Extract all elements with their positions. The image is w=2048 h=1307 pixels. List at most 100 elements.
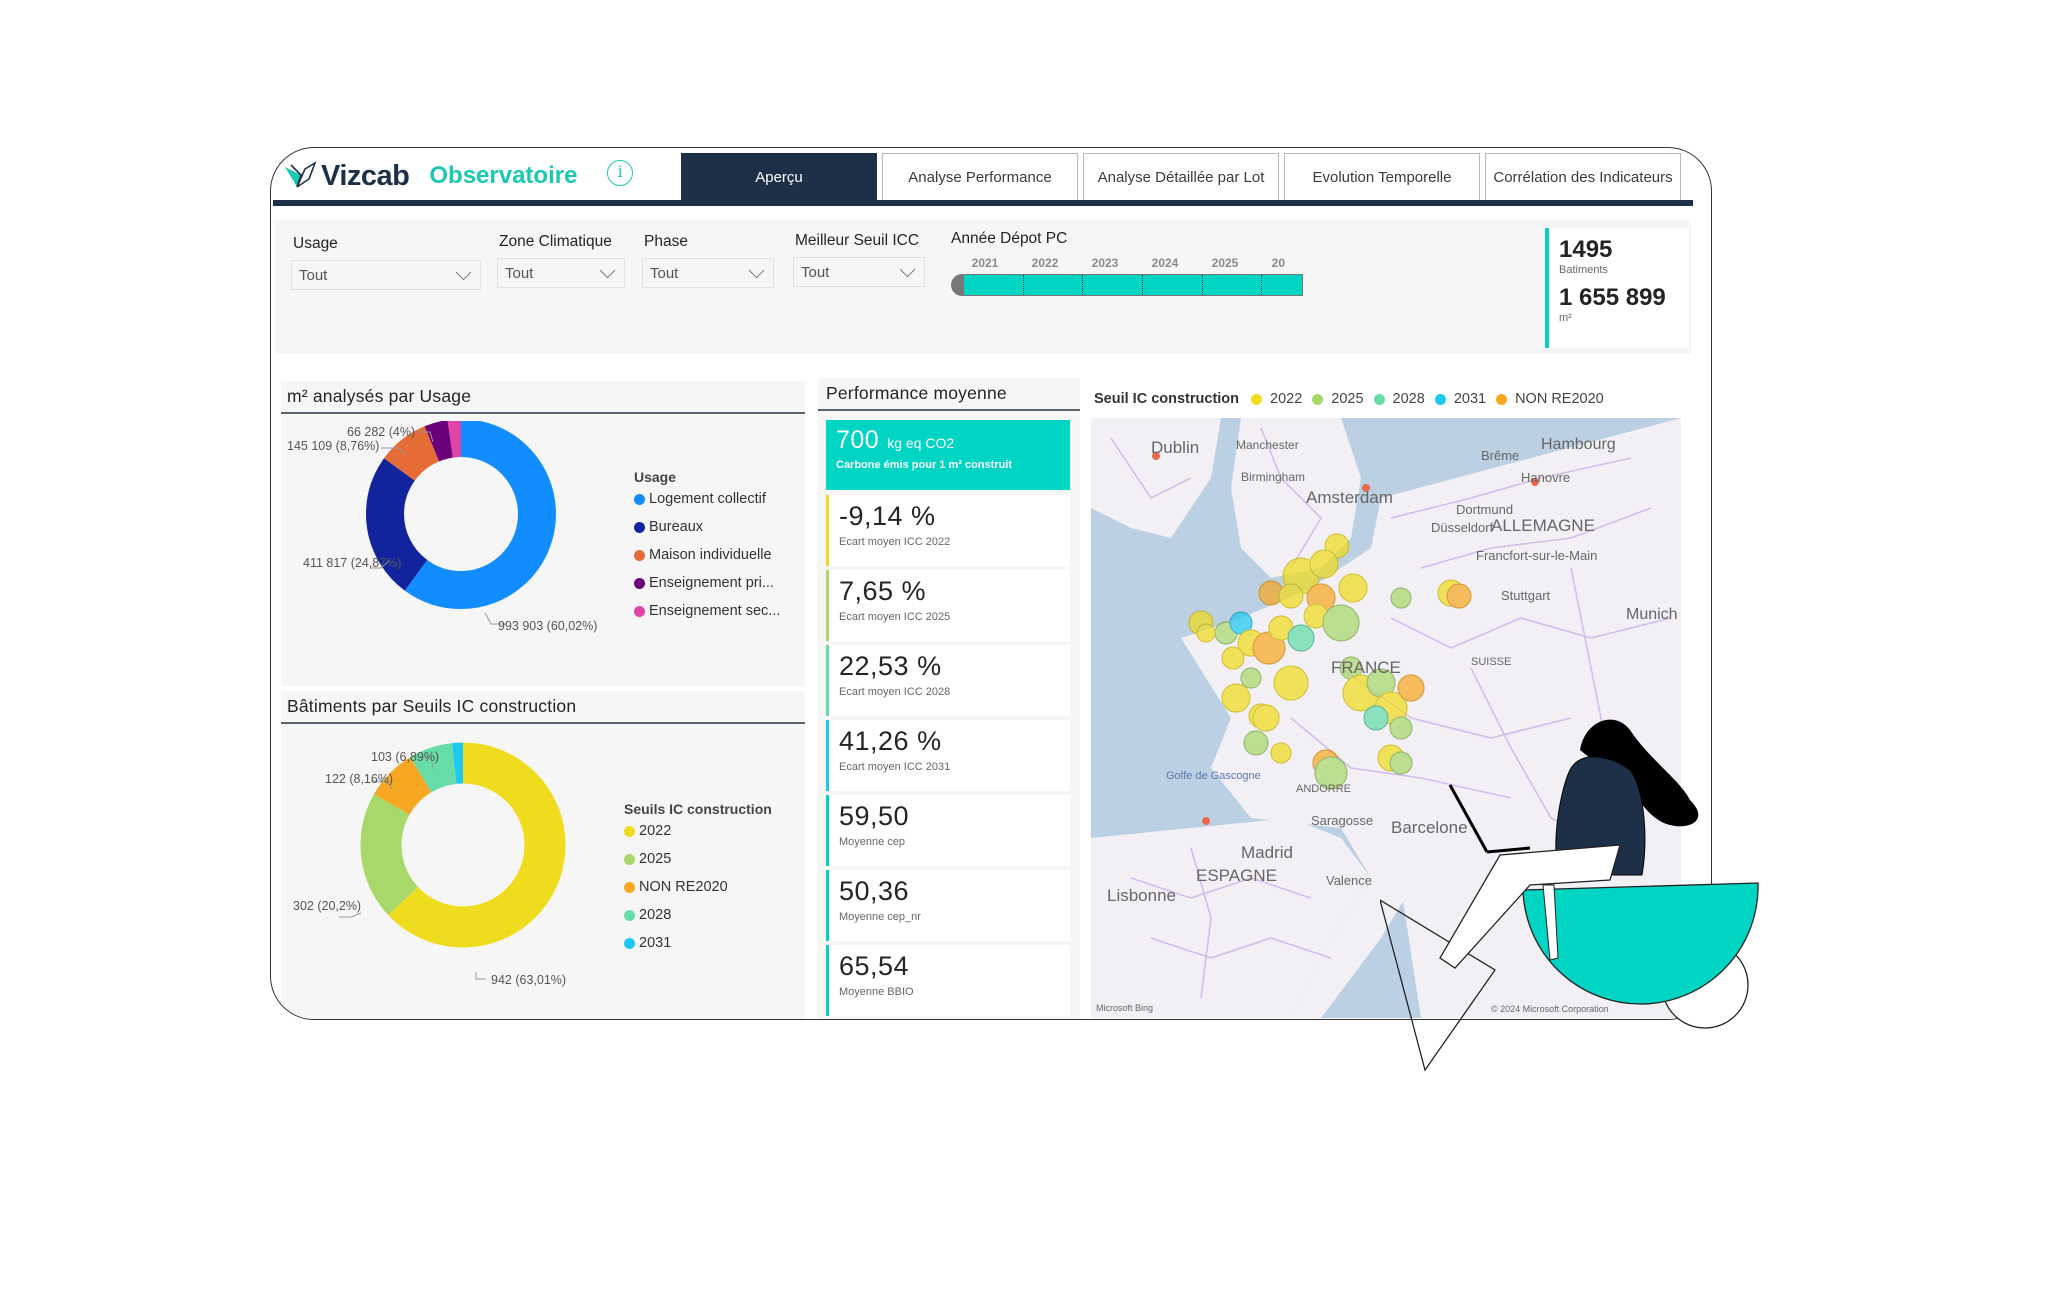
map-city: Barcelone bbox=[1391, 818, 1468, 837]
map-legend-2022[interactable]: 2022 bbox=[1270, 391, 1303, 407]
year-tick: 2024 bbox=[1151, 256, 1179, 270]
map-attribution: © 2024 Microsoft Corporation bbox=[1491, 1004, 1609, 1014]
map-legend-2031[interactable]: 2031 bbox=[1453, 391, 1487, 407]
map-city: Amsterdam bbox=[1306, 488, 1393, 507]
tab-evolution-temporelle[interactable]: Evolution Temporelle bbox=[1284, 153, 1480, 200]
legend-item-2025[interactable]: 2025 bbox=[624, 845, 772, 873]
usage-filter-label: Usage bbox=[293, 235, 338, 252]
map-provider-logo: Microsoft Bing bbox=[1096, 1003, 1154, 1013]
seuils-donut-chart[interactable] bbox=[281, 731, 621, 1020]
kpi-label: Moyenne cep bbox=[839, 836, 906, 848]
legend-dot-icon bbox=[1496, 393, 1508, 405]
usage-donut-chart[interactable] bbox=[281, 421, 621, 681]
year-slider-ticks: 2021 2022 2023 2024 2025 20 bbox=[955, 256, 1285, 270]
annee-filter-label: Année Dépot PC bbox=[951, 230, 1068, 247]
info-icon[interactable]: i bbox=[607, 160, 633, 186]
map-city: ALLEMAGNE bbox=[1491, 516, 1595, 535]
zone-filter-label: Zone Climatique bbox=[499, 233, 612, 250]
map-city: Hambourg bbox=[1541, 436, 1616, 453]
map-city: Dortmund bbox=[1456, 502, 1514, 517]
legend-label: Enseignement pri... bbox=[649, 575, 774, 591]
usage-legend-title: Usage bbox=[634, 469, 677, 485]
legend-item-2028[interactable]: 2028 bbox=[624, 901, 772, 929]
legend-dot-icon bbox=[634, 521, 645, 533]
year-tick: 2022 bbox=[1031, 256, 1059, 270]
meilleur-seuil-dropdown[interactable]: Tout bbox=[793, 257, 925, 287]
legend-item-2031[interactable]: 2031 bbox=[624, 929, 772, 957]
kpi-card-bbio: 65,54 Moyenne BBIO bbox=[826, 945, 1070, 1016]
kpi-label: Ecart moyen ICC 2031 bbox=[839, 761, 951, 773]
seuils-label-non-re2020: 122 (8,16%) bbox=[325, 772, 394, 786]
legend-item-enseignement-sec[interactable]: Enseignement sec... bbox=[634, 597, 780, 625]
map-city: Saragosse bbox=[1311, 813, 1374, 828]
map-city: Birmingham bbox=[1241, 470, 1306, 484]
legend-dot-icon bbox=[1251, 393, 1263, 405]
legend-item-non-re2020[interactable]: NON RE2020 bbox=[624, 873, 772, 901]
legend-dot-icon bbox=[624, 881, 635, 893]
kpi-value: 59,50 bbox=[839, 801, 910, 831]
carbon-label: Carbone émis pour 1 m² construit bbox=[836, 459, 1013, 471]
legend-label: 2022 bbox=[639, 823, 672, 839]
seuil-dropdown-value: Tout bbox=[801, 263, 830, 281]
tab-analyse-performance[interactable]: Analyse Performance bbox=[882, 153, 1078, 200]
year-tick: 20 bbox=[1271, 256, 1285, 270]
tab-correlation-indicateurs[interactable]: Corrélation des Indicateurs bbox=[1485, 153, 1681, 200]
year-tick: 2021 bbox=[971, 256, 999, 270]
legend-label: Enseignement sec... bbox=[649, 603, 781, 619]
seuils-panel-title: Bâtiments par Seuils IC construction bbox=[281, 691, 805, 724]
chevron-down-icon bbox=[748, 262, 765, 278]
performance-title: Performance moyenne bbox=[818, 378, 1080, 411]
carbon-hero-card: 700 kg eq CO2 Carbone émis pour 1 m² cons… bbox=[826, 420, 1070, 490]
usage-label-bureaux: 411 817 (24,87%) bbox=[303, 556, 402, 570]
map-city: SUISSE bbox=[1471, 656, 1512, 668]
slider-track[interactable] bbox=[963, 274, 1303, 296]
map-legend-2028[interactable]: 2028 bbox=[1392, 391, 1425, 407]
map-city: FRANCE bbox=[1331, 658, 1401, 677]
legend-label: Bureaux bbox=[649, 519, 704, 535]
buildings-count: 1495 bbox=[1559, 236, 1613, 263]
filters-panel: Usage Tout Zone Climatique Tout Phase To… bbox=[275, 220, 1691, 354]
legend-label: Logement collectif bbox=[649, 491, 766, 507]
vizcab-logo: Vizcab Observatoire bbox=[283, 156, 577, 196]
tab-analyse-detaillee-par-lot[interactable]: Analyse Détaillée par Lot bbox=[1083, 153, 1279, 200]
usage-donut-panel: m² analysés par Usage 993 903 (60,02%) 4… bbox=[281, 381, 805, 686]
area-total: 1 655 899 bbox=[1559, 284, 1666, 311]
legend-item-maison[interactable]: Maison individuelle bbox=[634, 541, 780, 569]
dashboard-window: Vizcab Observatoire i Aperçu Analyse Per… bbox=[270, 147, 1712, 1020]
map-legend-title: Seuil IC construction bbox=[1094, 391, 1240, 407]
legend-label: 2031 bbox=[639, 935, 672, 951]
legend-label: 2025 bbox=[639, 851, 672, 867]
phase-dropdown[interactable]: Tout bbox=[642, 258, 774, 288]
map-city: Madrid bbox=[1241, 843, 1293, 862]
kpi-card-icc-2028: 22,53 % Ecart moyen ICC 2028 bbox=[826, 645, 1070, 716]
map-city: Manchester bbox=[1236, 438, 1299, 452]
map-legend-non-re2020[interactable]: NON RE2020 bbox=[1515, 391, 1604, 407]
tab-apercu[interactable]: Aperçu bbox=[681, 153, 877, 200]
year-tick: 2025 bbox=[1211, 256, 1239, 270]
map-city: Düsseldorf bbox=[1431, 520, 1494, 535]
usage-dropdown[interactable]: Tout bbox=[291, 260, 481, 290]
map-city: Francfort-sur-le-Main bbox=[1476, 548, 1598, 563]
phase-dropdown-value: Tout bbox=[650, 264, 679, 282]
zone-climatique-dropdown[interactable]: Tout bbox=[497, 258, 625, 288]
legend-item-bureaux[interactable]: Bureaux bbox=[634, 513, 780, 541]
legend-item-enseignement-pri[interactable]: Enseignement pri... bbox=[634, 569, 780, 597]
map-legend-2025[interactable]: 2025 bbox=[1331, 391, 1364, 407]
slider-handle[interactable] bbox=[951, 274, 963, 296]
legend-label: 2028 bbox=[639, 907, 672, 923]
slice-enseignement-secondaire bbox=[366, 421, 556, 609]
triangle-shape-icon bbox=[1380, 899, 1496, 1072]
product-name: Observatoire bbox=[429, 162, 578, 189]
chevron-down-icon bbox=[899, 261, 916, 277]
year-range-slider[interactable] bbox=[951, 274, 1303, 296]
usage-label-maison: 145 109 (8,76%) bbox=[287, 439, 380, 453]
legend-item-2022[interactable]: 2022 bbox=[624, 817, 772, 845]
buildings-label: Batiments bbox=[1559, 264, 1608, 276]
legend-dot-icon bbox=[1434, 393, 1446, 405]
legend-label: NON RE2020 bbox=[639, 879, 728, 895]
legend-item-logement[interactable]: Logement collectif bbox=[634, 485, 780, 513]
tab-bar: Aperçu Analyse Performance Analyse Détai… bbox=[681, 153, 1681, 200]
seuils-donut-panel: Bâtiments par Seuils IC construction 942… bbox=[281, 691, 805, 1020]
kpi-value: 7,65 % bbox=[839, 576, 927, 606]
kpi-label: Ecart moyen ICC 2028 bbox=[839, 686, 951, 698]
